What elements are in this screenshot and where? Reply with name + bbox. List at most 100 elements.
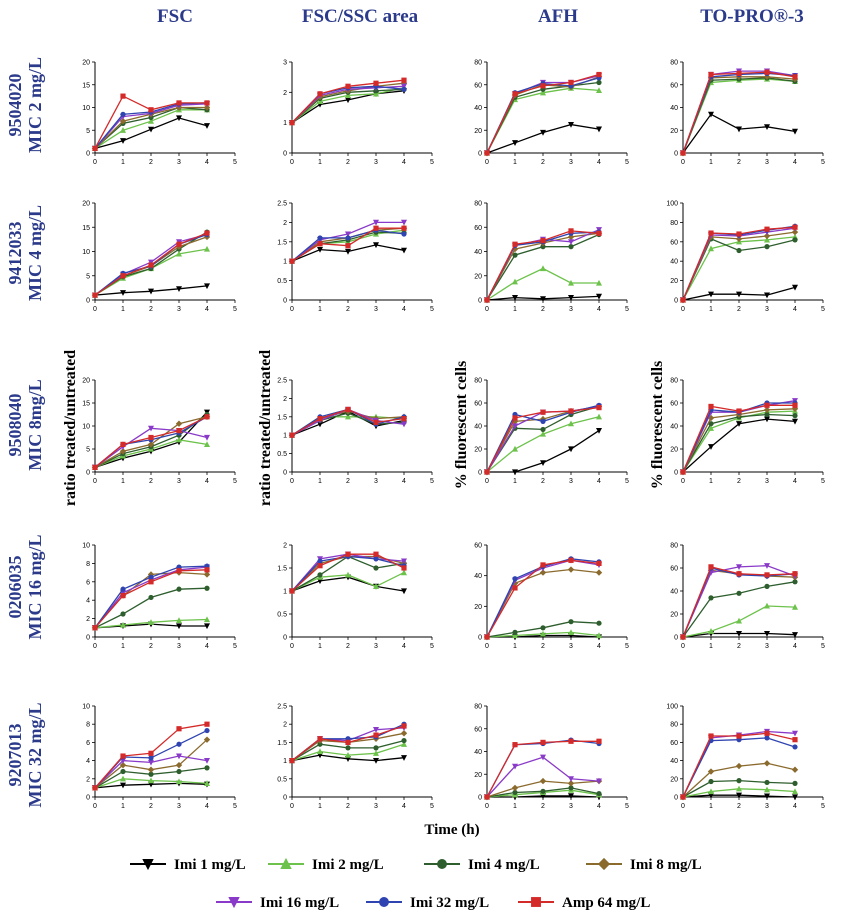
data-point (763, 760, 771, 767)
panel-r3-c3: 0 20 40 60 80 0 1 2 3 4 5 (474, 378, 629, 486)
y-tick-label: 2 (283, 90, 287, 97)
y-tick-label: 80 (474, 704, 482, 711)
data-point (708, 403, 714, 410)
data-point (596, 293, 602, 300)
data-point (401, 416, 407, 422)
data-point (120, 621, 126, 628)
x-tick-label: 2 (346, 306, 350, 313)
data-point (540, 430, 546, 437)
x-tick-label: 0 (485, 643, 489, 650)
x-tick-label: 0 (290, 306, 294, 313)
data-point (317, 558, 323, 564)
series-imi-2-mg-l (92, 775, 210, 791)
y-tick-label: 1 (283, 259, 287, 266)
data-point (792, 737, 798, 743)
data-point (596, 778, 602, 785)
data-point (792, 780, 798, 786)
data-point (708, 733, 714, 739)
data-point (511, 784, 519, 792)
data-point (540, 237, 546, 244)
series-amp-64-mg-l (680, 402, 798, 475)
x-tick-label: 1 (513, 478, 517, 485)
y-tick-label: 0 (283, 298, 287, 305)
data-point (568, 793, 574, 800)
data-point (540, 296, 546, 302)
x-tick-label: 0 (681, 803, 685, 810)
data-point (176, 115, 182, 122)
y-tick-label: 40 (670, 105, 678, 112)
data-point (764, 292, 770, 299)
data-point (764, 735, 770, 741)
data-point (148, 759, 154, 766)
data-point (176, 617, 182, 624)
column-title-fsc: FSC (157, 6, 193, 27)
y-tick-label: 3 (283, 60, 287, 67)
x-tick-label: 2 (346, 803, 350, 810)
data-point (345, 751, 351, 758)
data-point (120, 753, 126, 759)
legend-item-imi-32-mg-l: Imi 32 mg/L (366, 895, 489, 911)
x-tick-label: 5 (821, 803, 825, 810)
panel-r4-c3: 0 20 40 60 0 1 2 3 4 5 (474, 543, 629, 651)
x-tick-label: 2 (346, 643, 350, 650)
y-tick-label: 80 (670, 543, 678, 550)
data-point (539, 777, 547, 785)
x-tick-label: 4 (793, 643, 797, 650)
data-point (120, 138, 126, 144)
data-point (317, 235, 323, 241)
data-point (204, 245, 210, 252)
data-point (176, 741, 182, 747)
panel-r2-c1: 0 5 10 15 20 0 1 2 3 4 5 (82, 201, 237, 314)
series-amp-64-mg-l (92, 721, 210, 791)
legend-marker (531, 897, 541, 907)
x-tick-label: 5 (821, 306, 825, 313)
x-tick-label: 3 (765, 478, 769, 485)
data-point (540, 754, 546, 761)
x-tick-label: 0 (290, 159, 294, 166)
series-imi-1-mg-l (680, 111, 798, 157)
data-point (596, 413, 602, 420)
data-point (204, 721, 210, 727)
data-point (567, 566, 575, 573)
ylabel-to-pro-3: % fluorescent cells (649, 361, 666, 490)
data-point (401, 741, 407, 747)
series-line (682, 113, 796, 154)
data-point (204, 434, 210, 441)
data-point (736, 421, 742, 427)
data-point (484, 297, 490, 303)
x-tick-label: 1 (709, 306, 713, 313)
data-point (175, 761, 183, 769)
y-tick-label: 2 (283, 220, 287, 227)
x-tick-label: 3 (765, 159, 769, 166)
data-point (680, 297, 686, 303)
x-tick-label: 4 (205, 643, 209, 650)
legend-marker (228, 897, 240, 909)
data-point (289, 588, 295, 594)
y-tick-label: 0 (478, 470, 482, 477)
data-point (345, 92, 351, 98)
series-imi-4-mg-l (484, 79, 602, 156)
series-imi-2-mg-l (680, 785, 798, 800)
data-point (568, 776, 574, 782)
data-point (120, 611, 126, 617)
data-point (596, 71, 602, 78)
y-tick-label: 0 (283, 635, 287, 642)
y-tick-label: 2 (283, 396, 287, 403)
x-tick-label: 0 (290, 643, 294, 650)
data-point (512, 763, 518, 770)
data-point (596, 620, 602, 626)
data-point (792, 413, 798, 419)
x-tick-label: 4 (597, 159, 601, 166)
y-tick-label: 2 (283, 722, 287, 729)
data-point (596, 126, 602, 133)
data-point (148, 619, 154, 625)
data-point (736, 70, 742, 76)
x-tick-label: 3 (765, 643, 769, 650)
series-imi-4-mg-l (680, 778, 798, 800)
y-tick-label: 1.5 (277, 414, 287, 421)
data-point (540, 630, 546, 637)
y-tick-label: 15 (82, 82, 90, 89)
data-point (204, 758, 210, 764)
y-tick-label: 5 (86, 128, 90, 135)
